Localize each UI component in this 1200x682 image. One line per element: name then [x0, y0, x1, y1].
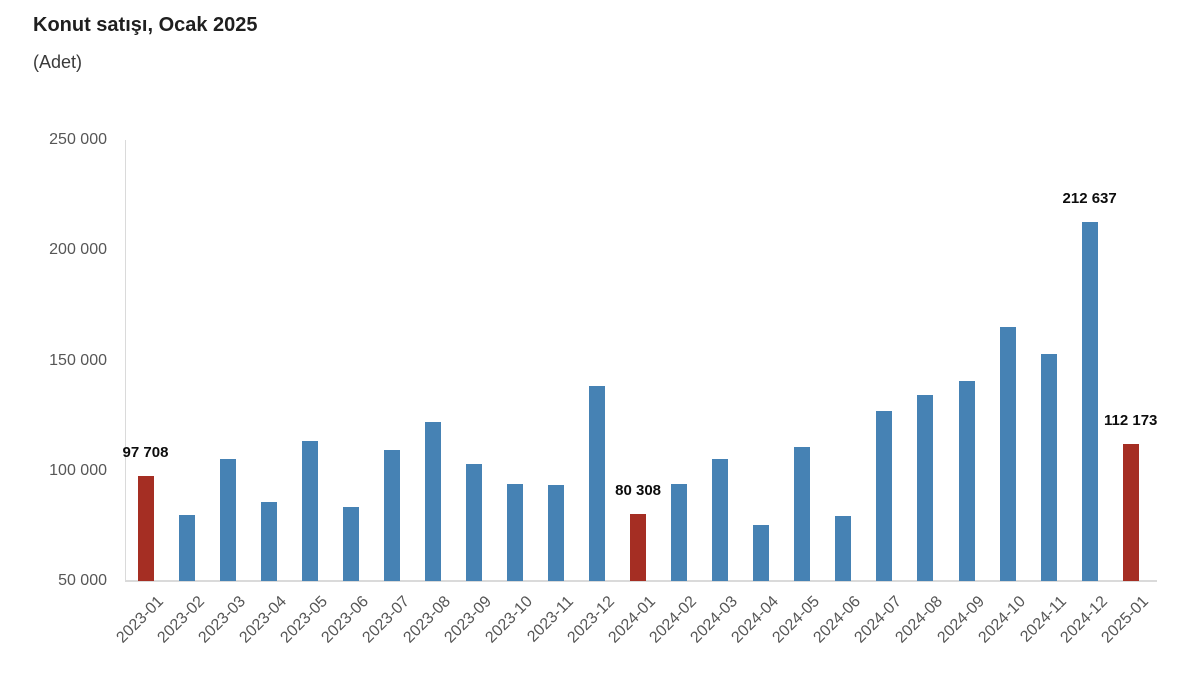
bar-value-label-2024-01: 80 308 — [615, 482, 662, 500]
bar-value-label-2025-01: 112 173 — [1103, 411, 1158, 429]
bar-2025-01 — [1122, 443, 1139, 581]
bar-2024-04 — [753, 524, 770, 581]
y-axis-tick-label: 100 000 — [49, 461, 107, 479]
chart-unit-subtitle: (Adet) — [33, 52, 83, 72]
y-axis-tick-label: 200 000 — [49, 241, 107, 259]
chart-title: Konut satışı, Ocak 2025 — [33, 14, 258, 36]
bar-value-label-2023-01: 97 708 — [122, 443, 169, 461]
bar-2023-06 — [342, 506, 359, 581]
bar-2024-06 — [835, 516, 852, 581]
bar-2024-02 — [671, 484, 688, 581]
bar-2023-12 — [589, 385, 606, 581]
bar-2023-05 — [301, 441, 318, 581]
x-axis-baseline — [125, 580, 1157, 582]
y-axis-tick-label: 50 000 — [58, 572, 107, 589]
bar-2024-11 — [1040, 353, 1057, 581]
y-axis-tick-label: 150 000 — [49, 351, 107, 369]
bar-2024-07 — [876, 410, 893, 581]
bar-2023-07 — [383, 449, 400, 581]
bar-value-label-2024-12: 212 637 — [1062, 190, 1117, 208]
bar-2023-11 — [548, 485, 564, 581]
bar-2023-10 — [506, 484, 523, 581]
bar-2023-08 — [424, 422, 441, 581]
bar-2023-09 — [465, 464, 482, 581]
bar-2024-09 — [958, 380, 975, 581]
bar-2023-01 — [137, 475, 154, 581]
bar-2023-02 — [178, 514, 195, 581]
bar-2024-03 — [712, 458, 729, 581]
y-axis-tick-label: 250 000 — [49, 131, 107, 148]
bar-2023-03 — [219, 458, 236, 581]
bar-2024-10 — [999, 327, 1016, 581]
bar-2023-04 — [260, 502, 277, 581]
bar-2024-05 — [794, 447, 811, 581]
bar-2024-12 — [1081, 222, 1098, 581]
bar-2024-01 — [630, 514, 647, 581]
bar-2024-08 — [917, 395, 934, 581]
y-axis-line — [125, 140, 126, 581]
